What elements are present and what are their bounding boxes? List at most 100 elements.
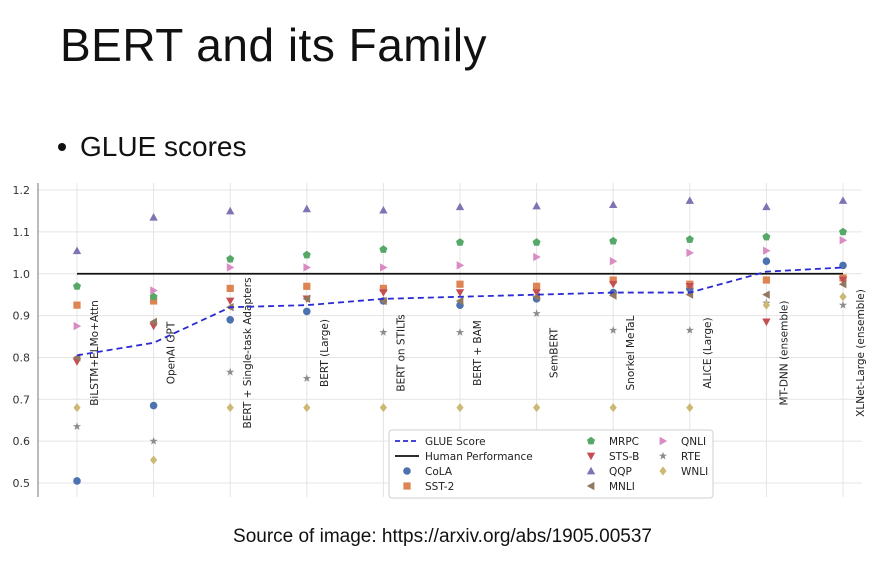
data-point-mrpc (379, 245, 388, 253)
y-tick-label: 0.7 (13, 393, 31, 406)
category-label: BERT (Large) (319, 319, 331, 387)
data-point-qnli (226, 263, 235, 272)
data-point-qqp (532, 201, 541, 210)
data-point-sts-b (379, 289, 388, 297)
data-point-mnli (838, 280, 847, 289)
data-point-wnli (456, 403, 464, 413)
legend-swatch-sst-2 (403, 482, 411, 490)
data-point-sts-b (532, 289, 541, 297)
data-point-qqp (609, 200, 618, 209)
legend-label: GLUE Score (425, 436, 486, 448)
glue-score-line (76, 266, 844, 357)
data-point-qnli (303, 263, 311, 272)
data-point-wnli (150, 455, 158, 465)
glue-scores-chart: 0.5 0.6 0.7 0.8 0.9 1.0 1.1 1.2 BiLSTM+ELMo+Attn… (13, 183, 867, 499)
bullet-dot (58, 143, 66, 151)
data-point-mrpc (456, 238, 464, 246)
y-tick-label: 1.1 (13, 226, 31, 239)
data-point-qnli (763, 246, 771, 255)
category-label: SemBERT (549, 327, 561, 378)
data-point-qnli (533, 252, 541, 262)
legend-swatch-qnli (659, 436, 668, 446)
data-point-wnli (686, 403, 694, 413)
data-point-mrpc (302, 250, 311, 259)
data-point-rte (455, 328, 465, 336)
data-point-qnli (456, 261, 465, 270)
data-point-wnli (303, 403, 311, 413)
legend-label: MNLI (609, 481, 635, 493)
data-point-qnli (609, 256, 618, 266)
data-point-qnli (839, 236, 848, 245)
data-point-sst-2 (762, 276, 770, 284)
legend-label: MRPC (609, 436, 639, 448)
category-label: BiLSTM+ELMo+Attn (89, 300, 101, 406)
data-point-wnli (73, 403, 81, 413)
data-point-mnli (609, 291, 617, 300)
data-point-wnli (379, 403, 387, 413)
data-point-wnli (533, 403, 541, 413)
legend-label: QNLI (681, 436, 706, 448)
legend-box (388, 429, 714, 499)
bullet-item: GLUE scores (58, 131, 247, 163)
y-tick-label: 1.2 (13, 184, 31, 197)
data-point-mrpc (609, 236, 618, 245)
data-point-sts-b (838, 276, 848, 285)
data-point-cola (73, 477, 81, 485)
category-label: BERT + Single-task Adapters (242, 278, 254, 429)
legend-swatch-cola (403, 467, 411, 475)
legend-label: WNLI (681, 466, 708, 478)
data-point-wnli (839, 292, 847, 302)
data-point-qqp (762, 202, 771, 211)
data-point-cola (839, 261, 847, 270)
slide-title: BERT and its Family (60, 19, 488, 71)
legend-label: RTE (681, 451, 701, 463)
legend-swatch-wnli (659, 466, 667, 476)
data-point-wnli (609, 403, 617, 413)
data-point-qnli (73, 321, 82, 331)
data-point-sst-2 (609, 276, 617, 284)
data-point-rte (226, 367, 235, 376)
data-point-wnli (762, 300, 770, 310)
data-point-sts-b (609, 280, 618, 289)
y-tick-label: 0.6 (13, 435, 31, 448)
data-point-sts-b (762, 318, 771, 327)
legend-swatch-qqp (586, 466, 596, 475)
bullet-text: GLUE scores (80, 131, 247, 162)
category-label: MT-DNN (ensemble) (778, 301, 790, 406)
data-point-sst-2 (456, 280, 464, 288)
data-point-mrpc (149, 292, 158, 301)
category-label: ALICE (Large) (702, 317, 714, 388)
data-point-rte (72, 422, 82, 430)
data-point-sst-2 (226, 284, 234, 292)
data-point-sst-2 (73, 301, 81, 309)
y-tick-label: 1.0 (13, 268, 31, 281)
data-point-mnli (149, 317, 157, 327)
data-point-cola (762, 257, 771, 265)
data-point-mnli (762, 290, 770, 299)
data-point-qqp (379, 205, 388, 214)
data-point-mnli (379, 296, 387, 306)
data-point-qqp (838, 196, 848, 204)
data-point-mrpc (73, 282, 81, 290)
data-point-sts-b (685, 282, 694, 291)
legend-label: STS-B (609, 451, 639, 463)
data-point-rte (838, 300, 848, 309)
data-point-mrpc (762, 232, 771, 241)
legend-label: Human Performance (425, 451, 533, 463)
category-label: XLNet-Large (ensemble) (855, 289, 867, 417)
legend-swatch-mrpc (587, 436, 595, 445)
category-label: BERT on STILTs (395, 314, 407, 391)
y-tick-label: 0.8 (13, 351, 31, 364)
data-point-sst-2 (533, 282, 541, 290)
data-point-cola (226, 315, 234, 324)
legend-label: SST-2 (425, 481, 454, 493)
data-point-qqp (302, 204, 311, 213)
data-point-qnli (686, 248, 694, 258)
data-point-qqp (455, 202, 465, 211)
data-point-rte (379, 328, 388, 336)
data-point-sst-2 (150, 297, 158, 305)
data-point-qnli (150, 286, 158, 295)
data-point-qqp (226, 206, 235, 215)
legend-swatch-sts-b (586, 452, 596, 461)
y-tick-label: 0.5 (13, 477, 31, 490)
